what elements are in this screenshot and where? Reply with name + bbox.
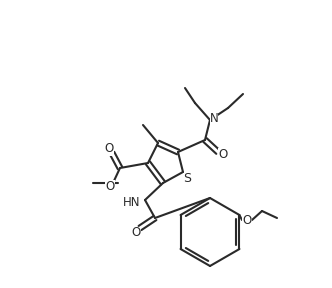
Text: O: O (131, 226, 141, 240)
Text: HN: HN (123, 196, 140, 209)
Text: N: N (209, 113, 218, 126)
Text: O: O (104, 143, 114, 156)
Text: O: O (218, 147, 228, 160)
Text: O: O (105, 179, 115, 192)
Text: S: S (183, 173, 191, 185)
Text: O: O (242, 213, 252, 226)
